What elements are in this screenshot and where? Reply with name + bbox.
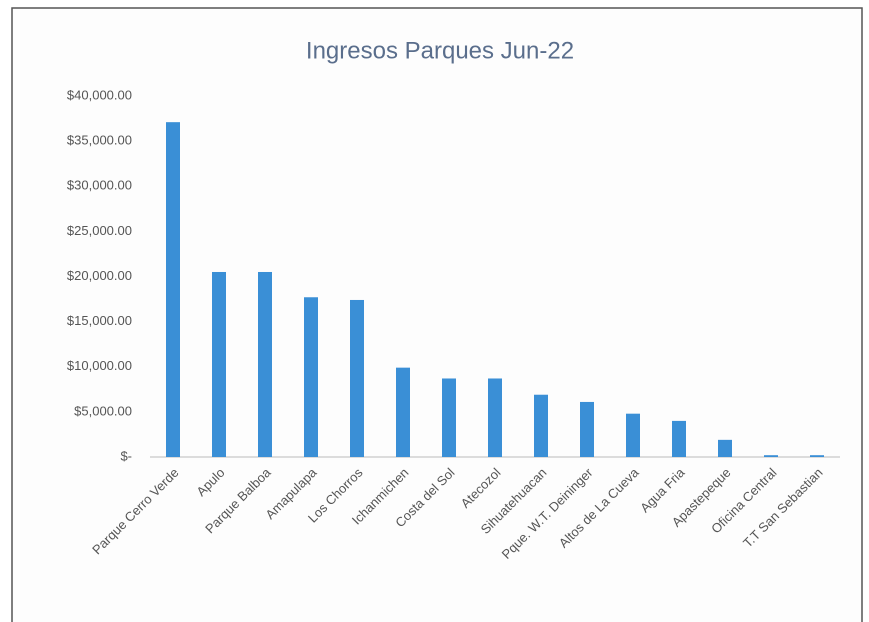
y-tick-label: $15,000.00 bbox=[67, 313, 132, 328]
bar bbox=[350, 299, 364, 457]
y-tick-label: $10,000.00 bbox=[67, 358, 132, 373]
bar bbox=[166, 122, 180, 458]
y-tick-label: $20,000.00 bbox=[67, 268, 132, 283]
bar bbox=[764, 455, 778, 457]
bar bbox=[488, 378, 502, 457]
bar bbox=[810, 455, 824, 457]
bar bbox=[396, 367, 410, 457]
y-tick-label: $5,000.00 bbox=[74, 403, 132, 418]
chart-border bbox=[11, 7, 863, 622]
chart-title: Ingresos Parques Jun-22 bbox=[306, 37, 574, 64]
bar bbox=[718, 439, 732, 457]
bar bbox=[626, 413, 640, 457]
bar bbox=[258, 271, 272, 457]
bar bbox=[304, 297, 318, 457]
y-tick-label: $25,000.00 bbox=[67, 223, 132, 238]
bar bbox=[580, 401, 594, 457]
y-tick-label: $35,000.00 bbox=[67, 133, 132, 148]
y-tick-label: $30,000.00 bbox=[67, 178, 132, 193]
y-tick-label: $- bbox=[120, 448, 132, 463]
bar bbox=[672, 420, 686, 457]
bar bbox=[212, 271, 226, 457]
y-tick-label: $40,000.00 bbox=[67, 87, 132, 102]
bar bbox=[534, 394, 548, 457]
bar bbox=[442, 378, 456, 457]
